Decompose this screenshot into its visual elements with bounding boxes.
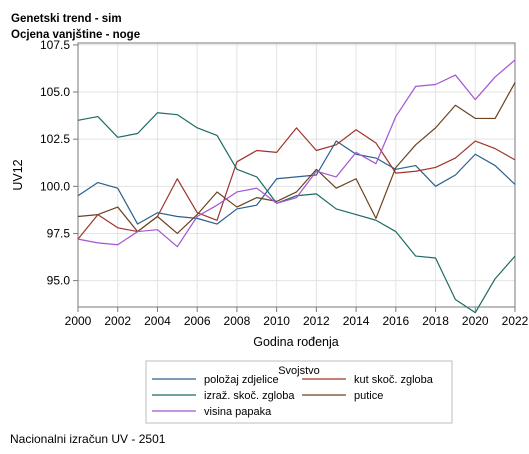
x-tick-label: 2004 [144, 314, 171, 328]
y-tick-label: 97.5 [47, 226, 71, 240]
legend-box [145, 360, 453, 424]
footnote: Nacionalni izračun UV - 2501 [10, 432, 166, 446]
y-axis: 95.0 97.5 100.0 102.5 105.0 107.5 [40, 38, 78, 288]
x-tick-label: 2008 [224, 314, 251, 328]
x-tick-label: 2022 [502, 314, 529, 328]
legend-item-label: visina papaka [204, 406, 272, 418]
y-tick-label: 100.0 [40, 179, 70, 193]
x-tick-label: 2002 [104, 314, 131, 328]
legend-item-label: putice [354, 390, 383, 402]
y-tick-label: 107.5 [40, 38, 70, 52]
legend: položaj zdjelice kut skoč. zgloba izraž. s… [152, 374, 434, 418]
x-tick-label: 2020 [462, 314, 489, 328]
series-line-1 [77, 140, 516, 225]
series-line-3 [77, 112, 516, 314]
x-tick-label: 2018 [422, 314, 449, 328]
y-tick-label: 102.5 [40, 132, 70, 146]
x-tick-label: 2016 [382, 314, 409, 328]
grid [77, 43, 516, 307]
y-axis-label: UV12 [11, 159, 25, 190]
y-tick-label: 95.0 [47, 274, 71, 288]
legend-item-label: kut skoč. zgloba [354, 374, 434, 386]
x-tick-label: 2006 [184, 314, 211, 328]
x-tick-label: 2014 [343, 314, 370, 328]
legend-item-label: izraž. skoč. zgloba [204, 390, 295, 402]
x-tick-label: 2000 [65, 314, 92, 328]
legend-item-label: položaj zdjelice [204, 374, 279, 386]
series-lines [77, 59, 516, 314]
x-tick-label: 2010 [263, 314, 290, 328]
legend-title: Svojstvo [278, 365, 320, 377]
chart-title: Genetski trend - sim [11, 13, 122, 25]
x-axis-label: Godina rođenja [253, 335, 339, 349]
series-line-2 [77, 127, 516, 240]
x-tick-label: 2012 [303, 314, 330, 328]
plot-frame [77, 42, 516, 308]
series-line-4 [77, 82, 516, 235]
y-tick-label: 105.0 [40, 85, 70, 99]
x-axis: 2000 2002 2004 2006 2008 2010 2012 2014 2016 2018… [65, 307, 529, 328]
series-line-5 [77, 59, 516, 248]
chart-subtitle: Ocjena vanjštine - noge [11, 29, 140, 41]
